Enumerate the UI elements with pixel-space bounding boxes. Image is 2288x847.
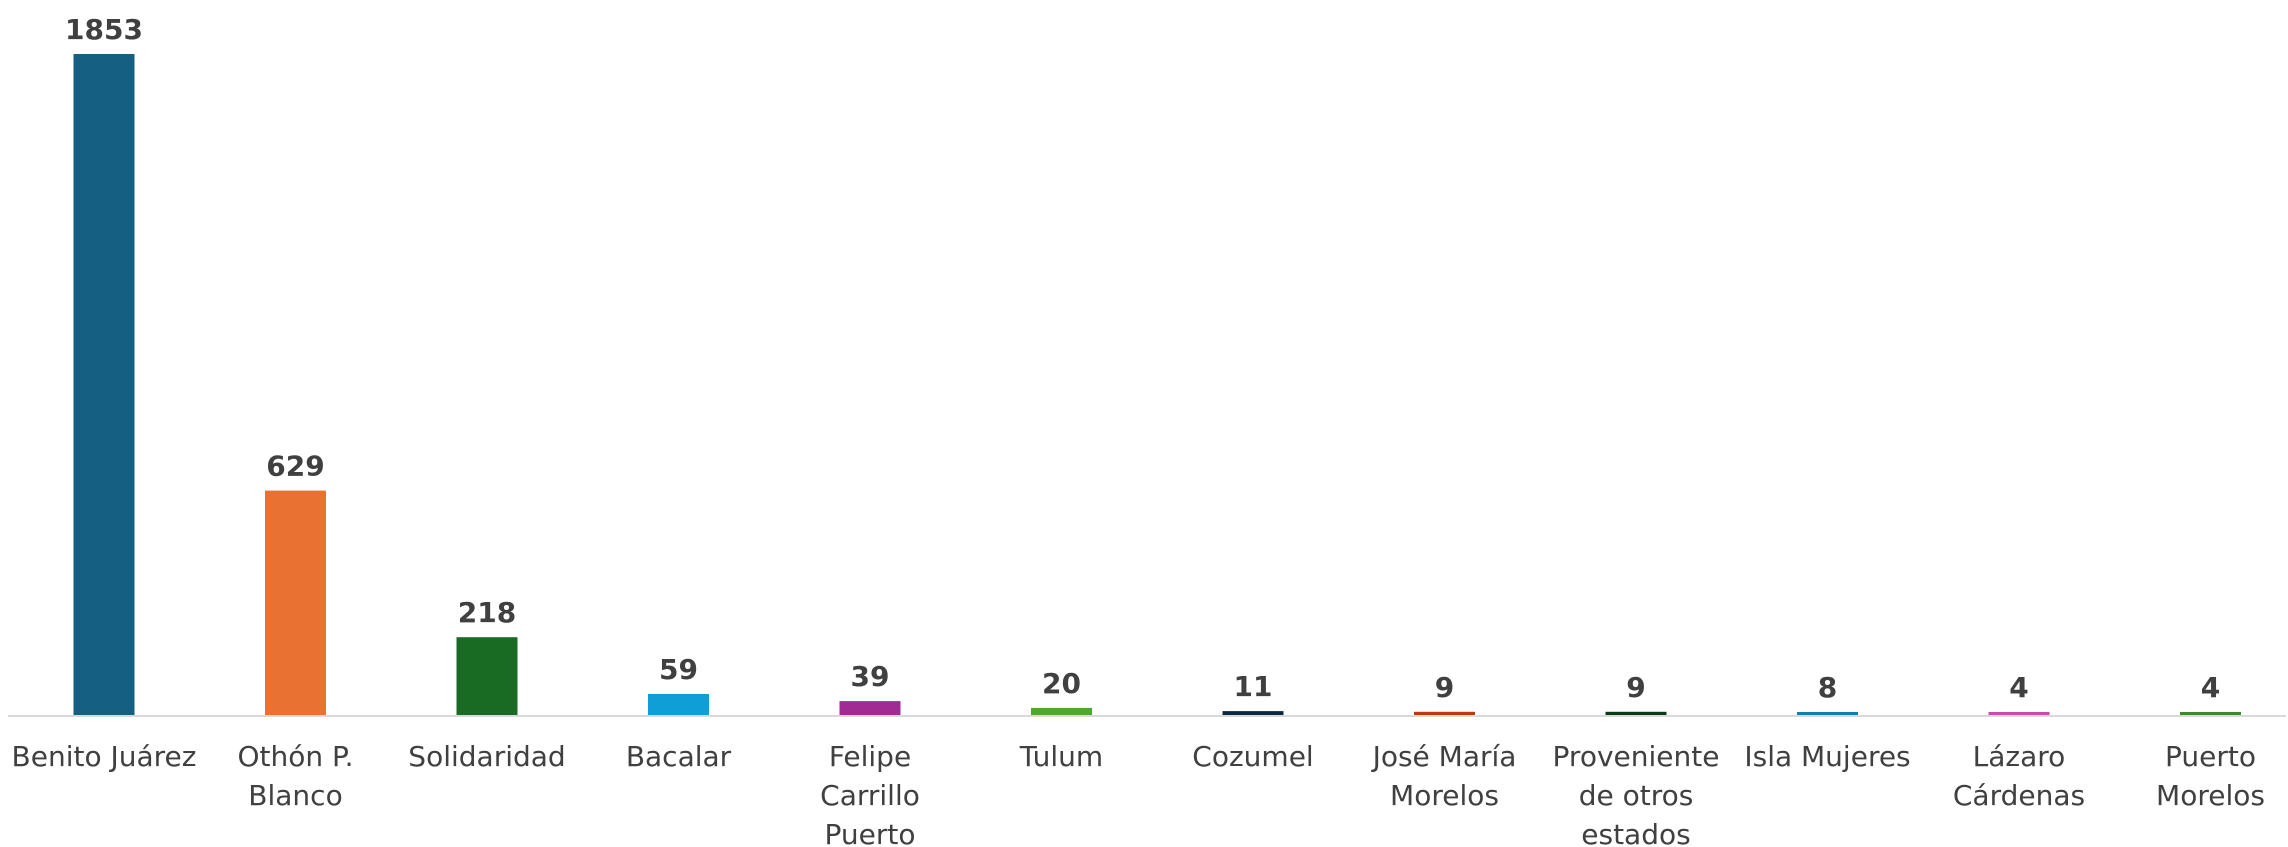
category-label-line: Isla Mujeres <box>1744 740 1910 773</box>
category-label-line: Benito Juárez <box>12 740 197 773</box>
data-label-10: 4 <box>2009 671 2028 704</box>
bar-9 <box>1797 712 1858 715</box>
category-label-line: Puerto <box>825 818 916 847</box>
category-label-5: Tulum <box>1019 740 1103 773</box>
category-label-0: Benito Juárez <box>12 740 197 773</box>
bars-group <box>73 54 2241 715</box>
bar-3 <box>648 694 709 715</box>
data-label-7: 9 <box>1435 671 1454 704</box>
bar-7 <box>1414 711 1475 715</box>
category-label-line: estados <box>1581 818 1690 847</box>
category-label-line: Morelos <box>2156 779 2265 812</box>
category-label-line: de otros <box>1579 779 1694 812</box>
category-label-11: Puerto Morelos <box>2156 740 2265 812</box>
bar-0 <box>73 54 135 715</box>
data-label-1: 629 <box>266 450 324 483</box>
category-label-line: Tulum <box>1019 740 1103 773</box>
bar-4 <box>839 701 901 715</box>
category-label-line: Morelos <box>1390 779 1499 812</box>
category-label-8: Proveniente de otros estados <box>1553 740 1720 847</box>
category-label-line: José María <box>1371 740 1517 773</box>
category-label-3: Bacalar <box>626 740 732 773</box>
category-label-line: Carrillo <box>820 779 920 812</box>
category-label-line: Cárdenas <box>1953 779 2085 812</box>
category-label-line: Solidaridad <box>408 740 565 773</box>
category-label-line: Puerto <box>2165 740 2256 773</box>
category-label-9: Isla Mujeres <box>1744 740 1910 773</box>
category-label-line: Cozumel <box>1192 740 1313 773</box>
data-label-8: 9 <box>1626 671 1645 704</box>
data-label-5: 20 <box>1042 667 1081 700</box>
data-labels-group: 1853 629 218 59 39 20 11 9 9 8 4 4 <box>65 13 2220 704</box>
data-label-3: 59 <box>659 653 698 686</box>
category-label-line: Felipe <box>829 740 911 773</box>
bar-2 <box>456 637 518 715</box>
category-label-7: José María Morelos <box>1371 740 1517 812</box>
bar-1 <box>265 490 326 715</box>
category-label-line: Lázaro <box>1973 740 2066 773</box>
category-label-line: Bacalar <box>626 740 732 773</box>
category-label-1: Othón P. Blanco <box>238 740 354 812</box>
bar-10 <box>1988 712 2050 715</box>
data-label-6: 11 <box>1234 670 1273 703</box>
data-label-9: 8 <box>1818 671 1837 704</box>
category-label-line: Othón P. <box>238 740 354 773</box>
bar-8 <box>1605 711 1667 715</box>
data-label-11: 4 <box>2201 671 2220 704</box>
category-label-line: Proveniente <box>1553 740 1720 773</box>
bar-11 <box>2180 712 2241 715</box>
category-labels-group: Benito Juárez Othón P. Blanco Solidaridad Ba… <box>12 740 2265 847</box>
bar-6 <box>1222 711 1284 715</box>
data-label-4: 39 <box>851 660 890 693</box>
category-label-4: Felipe Carrillo Puerto <box>820 740 920 847</box>
category-label-2: Solidaridad <box>408 740 565 773</box>
category-label-10: Lázaro Cárdenas <box>1953 740 2085 812</box>
data-label-2: 218 <box>458 596 516 629</box>
data-label-0: 1853 <box>65 13 143 46</box>
bar-5 <box>1031 707 1092 715</box>
category-label-line: Blanco <box>248 779 342 812</box>
category-label-6: Cozumel <box>1192 740 1313 773</box>
